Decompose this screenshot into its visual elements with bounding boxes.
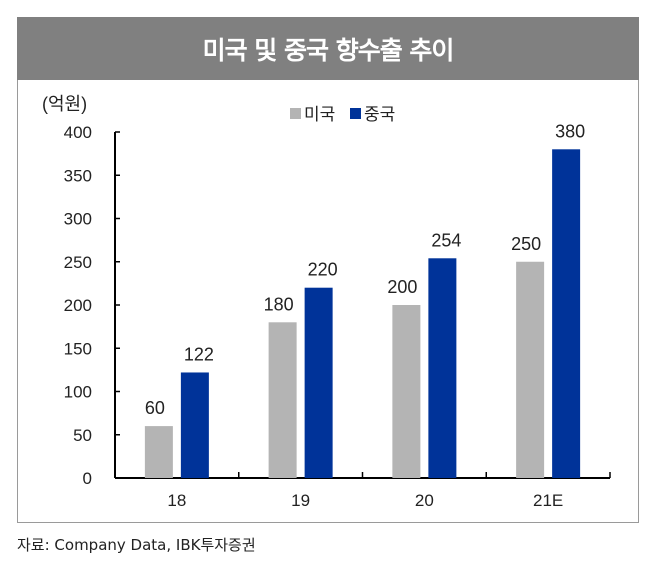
legend-swatch <box>290 108 301 119</box>
x-tick-label: 20 <box>415 491 434 510</box>
bar-us <box>516 261 545 478</box>
legend-label: 중국 <box>364 105 395 124</box>
y-axis-label: (억원) <box>42 94 87 114</box>
data-label: 122 <box>184 344 214 364</box>
x-tick-label: 18 <box>167 491 186 510</box>
y-tick-label: 300 <box>64 210 92 229</box>
data-label: 250 <box>511 234 541 254</box>
y-tick-label: 150 <box>64 339 92 358</box>
x-tick-label: 19 <box>291 491 310 510</box>
y-tick-label: 400 <box>64 123 92 142</box>
data-label: 180 <box>264 294 294 314</box>
y-tick-label: 350 <box>64 166 92 185</box>
source-note: 자료: Company Data, IBK투자증권 <box>17 536 256 554</box>
data-label: 60 <box>145 398 165 418</box>
y-tick-label: 250 <box>64 253 92 272</box>
bar-china <box>180 372 209 478</box>
bar-us <box>144 426 173 478</box>
bar-us <box>392 305 421 478</box>
data-label: 380 <box>555 121 585 141</box>
legend-swatch <box>350 108 361 119</box>
legend-label: 미국 <box>304 105 335 124</box>
data-label: 220 <box>308 260 338 280</box>
y-tick-label: 100 <box>64 383 92 402</box>
data-label: 200 <box>387 277 417 297</box>
bar-china <box>304 287 333 478</box>
bar-china <box>428 258 457 478</box>
data-label: 254 <box>431 230 461 250</box>
y-tick-label: 0 <box>83 469 92 488</box>
y-tick-label: 50 <box>73 426 92 445</box>
bar-us <box>268 322 297 478</box>
legend: 미국 중국 <box>290 105 395 124</box>
chart-title: 미국 및 중국 향수출 추이 <box>17 17 639 80</box>
x-tick-label: 21E <box>533 491 563 510</box>
y-tick-label: 200 <box>64 296 92 315</box>
bar-china <box>552 149 581 479</box>
